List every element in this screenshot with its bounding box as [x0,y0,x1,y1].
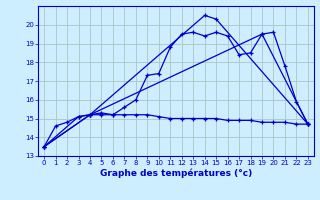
X-axis label: Graphe des températures (°c): Graphe des températures (°c) [100,169,252,178]
